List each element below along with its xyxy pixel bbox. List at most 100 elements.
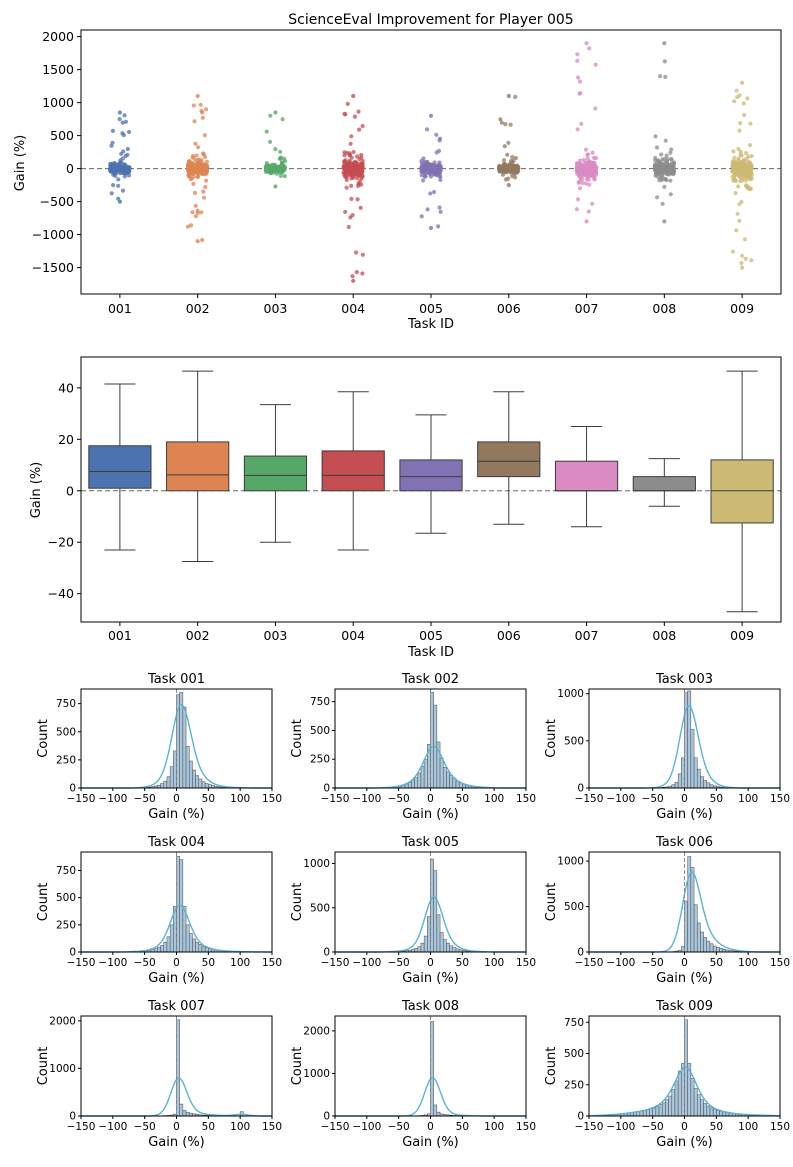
y-tick-label: −1000	[32, 227, 74, 242]
strip-point	[268, 164, 272, 168]
strip-point	[355, 167, 359, 171]
histogram-bar	[434, 871, 437, 952]
strip-point	[578, 163, 582, 167]
box-task-003	[244, 405, 306, 543]
box-iqr	[89, 446, 151, 488]
strip-point	[506, 141, 510, 145]
histogram-bar	[716, 1110, 719, 1116]
strip-point	[419, 159, 423, 163]
x-tick-label: −50	[134, 1121, 156, 1133]
histogram-bar	[659, 1105, 662, 1116]
strip-point	[664, 177, 668, 181]
x-tick-label: 50	[456, 793, 469, 805]
y-tick-label: 1000	[557, 688, 584, 700]
strip-point	[356, 197, 360, 201]
strip-point	[594, 63, 598, 67]
strip-point	[587, 178, 591, 182]
y-tick-label: 500	[564, 735, 584, 747]
histogram-title: Task 008	[401, 999, 459, 1014]
strip-point	[745, 165, 749, 169]
histogram-bar	[707, 941, 710, 952]
histogram-bar	[434, 1105, 437, 1116]
x-tick-label: 100	[738, 1121, 758, 1133]
histogram-bar	[186, 925, 189, 952]
strip-point	[587, 46, 591, 50]
histogram-xlabel: Gain (%)	[402, 971, 459, 986]
strip-point	[665, 154, 669, 158]
x-tick-label: 50	[202, 1121, 215, 1133]
strip-point	[199, 103, 203, 107]
strip-point	[110, 191, 114, 195]
strip-point	[351, 165, 355, 169]
strip-point	[743, 237, 747, 241]
strip-point	[513, 95, 517, 99]
box-task-008	[633, 459, 695, 507]
histogram-bar	[180, 1104, 183, 1116]
strip-point	[438, 205, 442, 209]
strip-point	[662, 168, 666, 172]
strip-point-extreme	[196, 239, 200, 243]
strip-point	[125, 167, 129, 171]
x-tick-label: 100	[484, 793, 504, 805]
strip-point	[663, 59, 667, 63]
histogram-title: Task 002	[401, 672, 459, 687]
y-tick-label: 750	[310, 696, 330, 708]
strip-point	[423, 166, 427, 170]
strip-point	[587, 183, 591, 187]
histogram-title: Task 001	[147, 672, 205, 687]
x-tick-label: −150	[321, 957, 350, 969]
strip-point	[200, 238, 204, 242]
strip-point	[748, 174, 752, 178]
x-tick-label: 004	[341, 628, 365, 643]
x-tick-label: 150	[262, 1121, 282, 1133]
strip-point	[348, 215, 352, 219]
strip-point	[737, 129, 741, 133]
strip-point	[353, 115, 357, 119]
strip-point	[575, 52, 579, 56]
x-tick-label: −150	[321, 793, 350, 805]
y-tick-label: −500	[40, 194, 74, 209]
y-tick-label: 1500	[42, 62, 74, 77]
y-tick-label: 2000	[303, 1025, 330, 1037]
box-iqr	[633, 477, 695, 491]
strip-point	[420, 214, 424, 218]
strip-point	[504, 177, 508, 181]
x-tick-label: 150	[262, 793, 282, 805]
strip-point	[670, 172, 674, 176]
box-task-004	[322, 392, 384, 550]
x-tick-label: 150	[262, 957, 282, 969]
histogram-bar	[662, 1103, 665, 1116]
histogram-bar	[653, 1108, 656, 1116]
strip-point-extreme	[584, 219, 588, 223]
strip-point	[199, 210, 203, 214]
strip-point	[425, 127, 429, 131]
strip-point	[737, 219, 741, 223]
x-tick-label: 0	[173, 1121, 180, 1133]
histogram-bar	[440, 933, 443, 952]
strip-points-task-006	[497, 94, 520, 187]
strip-point	[592, 156, 596, 160]
strip-point	[578, 186, 582, 190]
x-tick-label: 0	[173, 793, 180, 805]
histogram-ylabel: Count	[290, 719, 305, 758]
x-tick-label: 100	[230, 1121, 250, 1133]
strip-point	[581, 181, 585, 185]
strip-point	[738, 93, 742, 97]
strip-point	[668, 151, 672, 155]
strip-point	[355, 176, 359, 180]
x-tick-label: 004	[341, 301, 365, 316]
histogram-bar	[691, 730, 694, 788]
strip-point	[738, 121, 742, 125]
strip-point	[428, 191, 432, 195]
strip-point	[748, 143, 752, 147]
histogram-bar	[424, 759, 427, 788]
box-task-005	[400, 415, 462, 533]
strip-point	[273, 147, 277, 151]
strip-point	[590, 202, 594, 206]
strip-point	[743, 170, 747, 174]
x-tick-label: −150	[575, 957, 604, 969]
histogram-bar	[453, 948, 456, 952]
histogram-bar	[678, 1071, 681, 1116]
strip-point	[591, 167, 595, 171]
